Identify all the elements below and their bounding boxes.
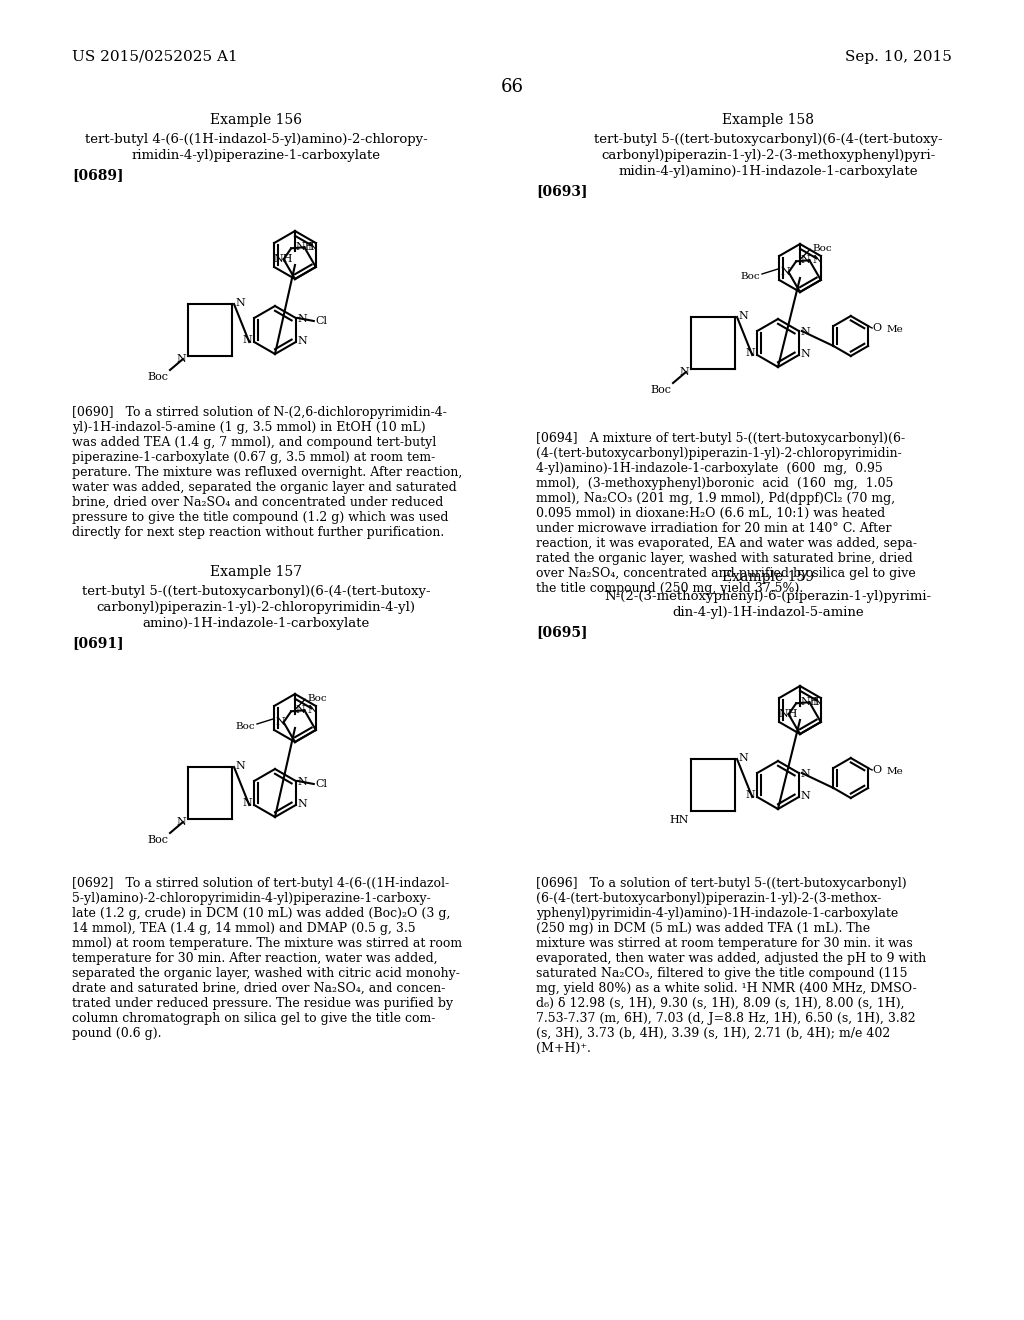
Text: NH: NH bbox=[295, 243, 314, 252]
Text: N: N bbox=[780, 267, 790, 277]
Text: N: N bbox=[298, 799, 307, 809]
Text: US 2015/0252025 A1: US 2015/0252025 A1 bbox=[72, 50, 238, 63]
Text: 66: 66 bbox=[501, 78, 523, 96]
Text: Boc: Boc bbox=[740, 272, 760, 281]
Text: [0695]: [0695] bbox=[536, 624, 588, 639]
Text: N: N bbox=[679, 367, 689, 378]
Text: Example 158: Example 158 bbox=[722, 114, 814, 127]
Text: N: N bbox=[738, 752, 748, 763]
Text: tert-butyl 5-((tert-butoxycarbonyl)(6-(4-(tert-butoxy-: tert-butyl 5-((tert-butoxycarbonyl)(6-(4… bbox=[82, 585, 430, 598]
Text: din-4-yl)-1H-indazol-5-amine: din-4-yl)-1H-indazol-5-amine bbox=[672, 606, 864, 619]
Text: N: N bbox=[801, 327, 811, 337]
Text: Boc: Boc bbox=[147, 372, 168, 381]
Text: Boc: Boc bbox=[307, 694, 327, 702]
Text: tert-butyl 4-(6-((1H-indazol-5-yl)amino)-2-chloropy-: tert-butyl 4-(6-((1H-indazol-5-yl)amino)… bbox=[85, 133, 427, 147]
Text: amino)-1H-indazole-1-carboxylate: amino)-1H-indazole-1-carboxylate bbox=[142, 616, 370, 630]
Text: N: N bbox=[298, 314, 307, 323]
Text: N: N bbox=[298, 777, 307, 787]
Text: [0689]: [0689] bbox=[72, 168, 124, 182]
Text: midin-4-yl)amino)-1H-indazole-1-carboxylate: midin-4-yl)amino)-1H-indazole-1-carboxyl… bbox=[618, 165, 918, 178]
Text: O: O bbox=[872, 323, 882, 333]
Text: N: N bbox=[745, 348, 756, 358]
Text: Example 159: Example 159 bbox=[722, 570, 814, 583]
Text: Boc: Boc bbox=[147, 836, 168, 845]
Text: N: N bbox=[176, 354, 186, 364]
Text: Cl: Cl bbox=[315, 315, 328, 326]
Text: Cl: Cl bbox=[315, 779, 328, 789]
Text: Example 157: Example 157 bbox=[210, 565, 302, 579]
Text: N: N bbox=[812, 697, 822, 708]
Text: carbonyl)piperazin-1-yl)-2-chloropyrimidin-4-yl): carbonyl)piperazin-1-yl)-2-chloropyrimid… bbox=[96, 601, 416, 614]
Text: [0696]   To a solution of tert-butyl 5-((tert-butoxycarbonyl)
(6-(4-(tert-butoxy: [0696] To a solution of tert-butyl 5-((t… bbox=[536, 876, 927, 1055]
Text: [0691]: [0691] bbox=[72, 636, 124, 649]
Text: Boc: Boc bbox=[236, 722, 255, 731]
Text: Boc: Boc bbox=[812, 244, 831, 253]
Text: [0690]   To a stirred solution of N-(2,6-dichloropyrimidin-4-
yl)-1H-indazol-5-a: [0690] To a stirred solution of N-(2,6-d… bbox=[72, 407, 462, 539]
Text: N: N bbox=[801, 791, 811, 801]
Text: [0694]   A mixture of tert-butyl 5-((tert-butoxycarbonyl)(6-
(4-(tert-butoxycarb: [0694] A mixture of tert-butyl 5-((tert-… bbox=[536, 432, 918, 595]
Text: N: N bbox=[307, 243, 317, 252]
Text: N: N bbox=[801, 770, 811, 779]
Text: Sep. 10, 2015: Sep. 10, 2015 bbox=[845, 50, 952, 63]
Text: Me: Me bbox=[886, 326, 903, 334]
Text: N: N bbox=[800, 255, 810, 265]
Text: Me: Me bbox=[886, 767, 903, 776]
Text: N: N bbox=[295, 705, 305, 715]
Text: rimidin-4-yl)piperazine-1-carboxylate: rimidin-4-yl)piperazine-1-carboxylate bbox=[131, 149, 381, 162]
Text: N: N bbox=[745, 789, 756, 800]
Text: N: N bbox=[801, 348, 811, 359]
Text: N: N bbox=[234, 298, 245, 308]
Text: [0693]: [0693] bbox=[536, 183, 588, 198]
Text: N: N bbox=[298, 337, 307, 346]
Text: N: N bbox=[234, 762, 245, 771]
Text: HN: HN bbox=[670, 814, 689, 825]
Text: Boc: Boc bbox=[650, 385, 671, 395]
Text: NH: NH bbox=[273, 253, 293, 264]
Text: N: N bbox=[812, 255, 822, 265]
Text: N: N bbox=[738, 312, 748, 321]
Text: [0692]   To a stirred solution of tert-butyl 4-(6-((1H-indazol-
5-yl)amino)-2-ch: [0692] To a stirred solution of tert-but… bbox=[72, 876, 462, 1040]
Text: N: N bbox=[307, 705, 317, 715]
Text: N-(2-(3-methoxyphenyl)-6-(piperazin-1-yl)pyrimi-: N-(2-(3-methoxyphenyl)-6-(piperazin-1-yl… bbox=[604, 590, 932, 603]
Text: Example 156: Example 156 bbox=[210, 114, 302, 127]
Text: NH: NH bbox=[800, 697, 819, 708]
Text: N: N bbox=[243, 335, 252, 345]
Text: O: O bbox=[872, 766, 882, 775]
Text: carbonyl)piperazin-1-yl)-2-(3-methoxyphenyl)pyri-: carbonyl)piperazin-1-yl)-2-(3-methoxyphe… bbox=[601, 149, 935, 162]
Text: NH: NH bbox=[778, 709, 798, 719]
Text: N: N bbox=[275, 717, 285, 727]
Text: N: N bbox=[176, 817, 186, 828]
Text: N: N bbox=[243, 799, 252, 808]
Text: tert-butyl 5-((tert-butoxycarbonyl)(6-(4-(tert-butoxy-: tert-butyl 5-((tert-butoxycarbonyl)(6-(4… bbox=[594, 133, 942, 147]
